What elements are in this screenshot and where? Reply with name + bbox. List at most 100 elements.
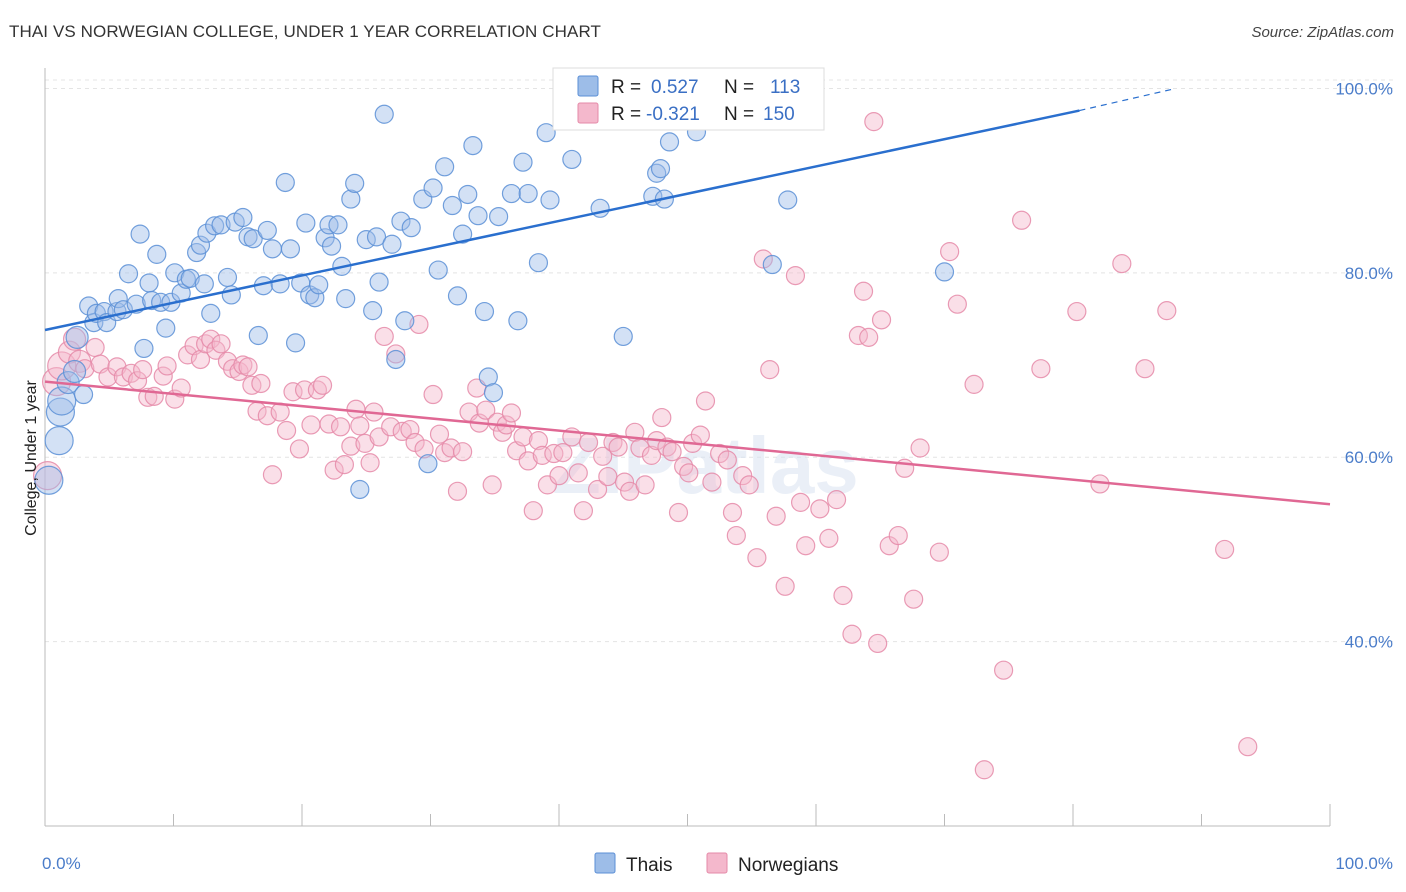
- thais-point: [363, 301, 383, 321]
- norwegians-point: [904, 589, 924, 609]
- norwegians-point: [573, 501, 594, 521]
- norwegians-point: [289, 439, 310, 459]
- thais-point: [613, 326, 633, 347]
- norwegians-point: [346, 399, 366, 419]
- norwegians-point: [842, 624, 862, 644]
- norwegians-point: [392, 421, 412, 442]
- y-tick-label: 40.0%: [1345, 633, 1393, 652]
- norwegians-point: [453, 442, 473, 462]
- thais-point: [345, 173, 365, 193]
- norwegians-point: [674, 456, 694, 477]
- norwegians-point: [301, 415, 321, 435]
- norwegians-point: [753, 249, 773, 269]
- thais-point: [62, 359, 87, 384]
- thais-point: [147, 244, 167, 264]
- norwegians-point: [1157, 301, 1177, 321]
- norwegians-point: [871, 310, 892, 330]
- thais-point: [108, 289, 128, 309]
- thais-point: [205, 216, 225, 236]
- thais-point: [442, 195, 462, 216]
- norwegians-point: [350, 416, 370, 436]
- norwegians-point: [476, 400, 496, 420]
- norwegians-point: [374, 326, 394, 347]
- thais-point: [296, 213, 316, 233]
- thais-point: [262, 239, 283, 259]
- norwegians-point: [568, 463, 588, 483]
- norwegians-point: [429, 424, 450, 444]
- norwegians-point: [528, 431, 549, 451]
- thais-point: [201, 303, 221, 323]
- bottom-legend-label-norwegians: Norwegians: [738, 855, 838, 876]
- norwegians-point: [341, 436, 361, 456]
- norwegians-point: [964, 374, 984, 394]
- thais-point: [233, 207, 253, 228]
- thais-point: [65, 325, 89, 349]
- thais-point: [501, 183, 522, 204]
- trend-lines: [44, 87, 1331, 506]
- thais-point: [190, 235, 211, 255]
- thais-point: [423, 178, 443, 198]
- thais-point: [336, 289, 356, 309]
- norwegians-point: [171, 378, 191, 398]
- bottom-legend-swatch-norwegians: [706, 852, 728, 874]
- norwegians-point: [360, 453, 380, 473]
- bottom-legend-label-thais: Thais: [626, 855, 672, 876]
- norwegians-point: [766, 506, 786, 526]
- thais-point: [513, 152, 533, 172]
- thais-point: [130, 224, 150, 244]
- thais-point: [243, 229, 263, 249]
- norwegians-point: [859, 327, 879, 347]
- thais-point: [650, 159, 671, 179]
- bottom-legend: Thais Norwegians: [594, 852, 838, 876]
- norwegians-point: [826, 490, 847, 510]
- norwegians-point: [1238, 737, 1258, 757]
- legend-r-value-thais: 0.527: [651, 77, 699, 98]
- thais-point: [211, 215, 231, 235]
- norwegians-point: [868, 633, 888, 654]
- norwegians-point: [833, 585, 853, 606]
- norwegians-point: [760, 360, 780, 380]
- norwegians-point: [153, 366, 173, 386]
- norwegians-point: [251, 373, 271, 394]
- thais-point: [453, 224, 473, 244]
- thais-point: [463, 136, 483, 156]
- thais-point: [156, 318, 176, 338]
- thais-point: [391, 211, 411, 231]
- norwegians-point: [819, 528, 839, 548]
- y-tick-label: 60.0%: [1345, 448, 1393, 467]
- norwegians-point: [662, 442, 682, 462]
- legend: R = 0.527 N = 113 R = -0.321 N = 150: [552, 67, 825, 131]
- thais-point: [341, 189, 361, 209]
- thais-point: [275, 172, 295, 193]
- thais-point: [328, 215, 348, 235]
- thais-trend-extension: [1079, 87, 1176, 112]
- norwegians-point: [553, 443, 573, 463]
- norwegians-point: [717, 450, 737, 470]
- norwegians-point: [864, 112, 884, 132]
- norwegians-trend-line: [44, 380, 1331, 506]
- norwegians-point: [409, 314, 429, 335]
- thais-point: [34, 465, 64, 495]
- norwegians-point: [940, 242, 960, 262]
- y-axis-label: College, Under 1 year: [23, 380, 40, 536]
- thais-point: [458, 184, 478, 205]
- x-tick-label: 100.0%: [1335, 854, 1393, 873]
- thais-point: [45, 397, 76, 427]
- thais-trend-line: [44, 109, 1080, 332]
- norwegians-point: [334, 454, 355, 475]
- thais-point: [374, 104, 394, 124]
- norwegians-point: [726, 525, 746, 546]
- norwegians-point: [257, 406, 277, 426]
- y-tick-label: 80.0%: [1345, 264, 1393, 283]
- norwegians-point: [587, 479, 608, 500]
- thais-point: [386, 349, 406, 370]
- norwegians-point: [1112, 254, 1132, 274]
- legend-n-value-thais: 113: [770, 77, 800, 98]
- norwegians-point: [1215, 539, 1235, 560]
- thais-point: [762, 254, 782, 275]
- norwegians-point: [85, 337, 105, 358]
- norwegians-point: [668, 502, 689, 523]
- norwegians-point: [598, 466, 618, 487]
- norwegians-point: [312, 375, 333, 395]
- norwegians-point: [549, 466, 569, 486]
